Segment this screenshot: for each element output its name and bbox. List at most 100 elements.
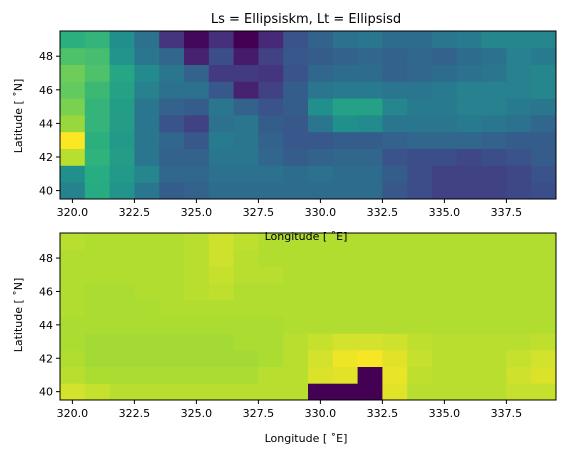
heatmap-cell xyxy=(134,31,160,49)
heatmap-cell xyxy=(481,115,507,133)
heatmap-cell xyxy=(407,249,433,267)
heatmap-cell xyxy=(456,366,482,384)
heatmap-cell xyxy=(208,182,234,200)
heatmap-cell xyxy=(184,383,210,401)
heatmap-cell xyxy=(481,266,507,284)
heatmap-cell xyxy=(531,283,557,301)
heatmap-cell xyxy=(283,131,309,149)
heatmap-cell xyxy=(109,249,135,267)
heatmap-cell xyxy=(432,98,458,116)
heatmap-cell xyxy=(456,148,482,166)
heatmap-cell xyxy=(84,47,110,65)
heatmap-cell xyxy=(184,249,210,267)
heatmap-cell xyxy=(382,266,408,284)
heatmap-cell xyxy=(258,81,284,99)
heatmap-cell xyxy=(332,333,358,351)
heatmap-cell xyxy=(283,316,309,334)
heatmap-cell xyxy=(134,131,160,149)
heatmap-cell xyxy=(531,316,557,334)
heatmap-cell xyxy=(432,47,458,65)
heatmap-cell xyxy=(481,233,507,251)
heatmap-cell xyxy=(208,316,234,334)
heatmap-cell xyxy=(308,249,334,267)
heatmap-cell xyxy=(84,266,110,284)
heatmap-cell xyxy=(184,233,210,251)
heatmap-cell xyxy=(332,283,358,301)
heatmap-cell xyxy=(258,266,284,284)
heatmap-cell xyxy=(134,233,160,251)
heatmap-cell xyxy=(134,81,160,99)
heatmap-cell xyxy=(481,299,507,317)
heatmap-cell xyxy=(233,383,259,401)
heatmap-cell xyxy=(432,349,458,367)
heatmap-cell xyxy=(308,148,334,166)
heatmap-cell xyxy=(357,131,383,149)
heatmap-cell xyxy=(531,47,557,65)
heatmap-cell xyxy=(283,383,309,401)
x-tick-label: 337.5 xyxy=(491,407,523,420)
y-tick-label: 44 xyxy=(39,319,53,332)
heatmap-cell xyxy=(283,366,309,384)
heatmap-cell xyxy=(432,249,458,267)
heatmap-cell xyxy=(184,165,210,183)
heatmap-cell xyxy=(233,233,259,251)
heatmap-cell xyxy=(184,349,210,367)
x-tick-label: 322.5 xyxy=(119,407,151,420)
heatmap-cell xyxy=(456,182,482,200)
heatmap-cell xyxy=(134,283,160,301)
heatmap-cell xyxy=(134,182,160,200)
heatmap-cell xyxy=(332,266,358,284)
heatmap-cell xyxy=(159,81,185,99)
heatmap-cell xyxy=(109,182,135,200)
heatmap-cell xyxy=(432,64,458,82)
heatmap-cell xyxy=(283,31,309,49)
heatmap-cell xyxy=(357,233,383,251)
heatmap-cell xyxy=(159,349,185,367)
heatmap-cell xyxy=(84,366,110,384)
heatmap-cell xyxy=(531,349,557,367)
heatmap-cell xyxy=(84,333,110,351)
heatmap-cell xyxy=(308,98,334,116)
heatmap-cell xyxy=(109,47,135,65)
y-axis-label-top: Latitude [ ˚N] xyxy=(12,79,25,154)
heatmap-cell xyxy=(283,47,309,65)
heatmap-cell xyxy=(332,47,358,65)
heatmap-cell xyxy=(283,148,309,166)
heatmap-cell xyxy=(208,131,234,149)
heatmap-cell xyxy=(531,165,557,183)
x-tick-label: 330.0 xyxy=(305,407,337,420)
heatmap-cell xyxy=(208,249,234,267)
heatmap-cell xyxy=(109,165,135,183)
heatmap-cell xyxy=(233,131,259,149)
heatmap-cell xyxy=(407,316,433,334)
heatmap-cell xyxy=(407,283,433,301)
heatmap-cell xyxy=(60,131,86,149)
x-tick-label: 332.5 xyxy=(367,407,399,420)
heatmap-cell xyxy=(184,148,210,166)
heatmap-cell xyxy=(357,64,383,82)
heatmap-cell xyxy=(208,31,234,49)
heatmap-cell xyxy=(159,148,185,166)
heatmap-cell xyxy=(60,233,86,251)
heatmap-cell xyxy=(134,47,160,65)
heatmap-cell xyxy=(357,31,383,49)
heatmap-cell xyxy=(109,266,135,284)
heatmap-cell xyxy=(184,64,210,82)
heatmap-cell xyxy=(332,316,358,334)
heatmap-cell xyxy=(233,47,259,65)
heatmap-cell xyxy=(208,333,234,351)
heatmap-cell xyxy=(60,383,86,401)
y-tick-label: 46 xyxy=(39,285,53,298)
heatmap-cell xyxy=(60,98,86,116)
heatmap-cell xyxy=(134,148,160,166)
heatmap-cell xyxy=(283,299,309,317)
x-tick-label: 337.5 xyxy=(491,206,523,219)
axes-frame-bottom xyxy=(59,232,557,401)
y-tick-label: 40 xyxy=(39,185,53,198)
heatmap-cell xyxy=(109,64,135,82)
heatmap-cell xyxy=(382,31,408,49)
heatmap-cell xyxy=(357,383,383,401)
y-axis-label-bottom: Latitude [ ˚N] xyxy=(12,278,25,353)
heatmap-cell xyxy=(382,81,408,99)
x-tick-label: 335.0 xyxy=(429,407,461,420)
